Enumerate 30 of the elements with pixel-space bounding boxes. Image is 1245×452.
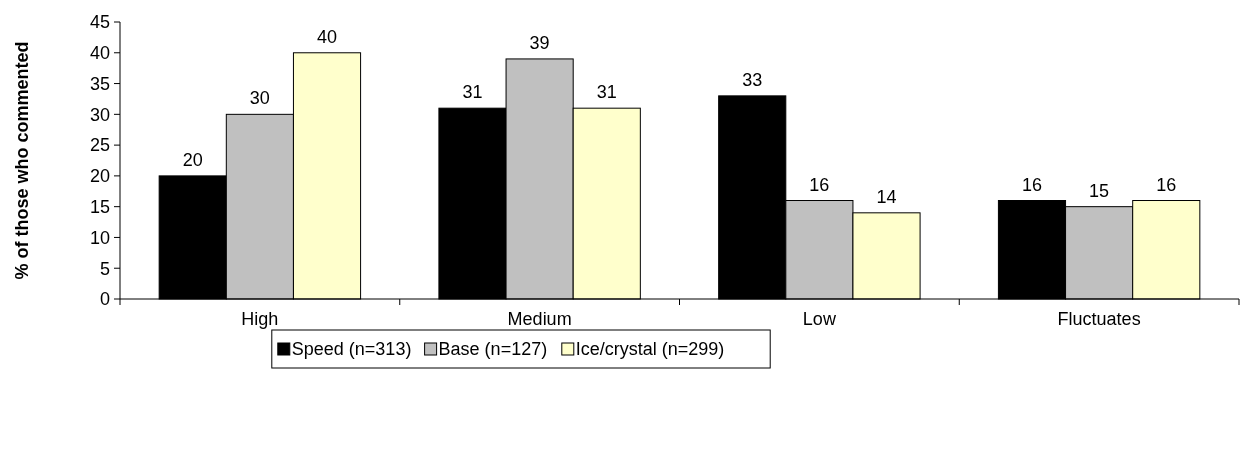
- data-label: 31: [462, 82, 483, 103]
- data-label: 16: [809, 174, 830, 195]
- x-tick-label: Fluctuates: [1057, 309, 1141, 329]
- legend-label: Speed (n=313): [291, 339, 412, 360]
- y-tick-label: 25: [89, 135, 110, 156]
- y-tick-label: 5: [99, 258, 110, 279]
- legend-label: Base (n=127): [438, 339, 548, 360]
- data-label: 16: [1156, 174, 1177, 195]
- data-label: 31: [596, 82, 617, 103]
- data-label: 33: [742, 69, 763, 90]
- data-label: 15: [1089, 180, 1110, 201]
- data-label: 30: [249, 88, 270, 109]
- y-axis-title: % of those who commented: [12, 41, 32, 280]
- x-tick-label: Low: [802, 309, 837, 329]
- y-tick-label: 15: [89, 196, 110, 217]
- data-label: 39: [529, 32, 550, 53]
- y-tick-label: 20: [89, 166, 110, 187]
- x-tick-label: High: [241, 309, 279, 329]
- data-label: 20: [182, 149, 203, 170]
- y-tick-label: 45: [89, 12, 110, 33]
- y-tick-label: 10: [89, 227, 110, 248]
- data-label: 40: [317, 26, 338, 47]
- data-label: 16: [1021, 174, 1042, 195]
- x-tick-label: Medium: [507, 309, 572, 329]
- legend-label: Ice/crystal (n=299): [575, 339, 725, 360]
- y-tick-label: 40: [89, 43, 110, 64]
- y-tick-label: 35: [89, 73, 110, 94]
- data-label: 14: [876, 186, 897, 207]
- y-tick-label: 30: [89, 104, 110, 125]
- y-tick-label: 0: [99, 289, 110, 310]
